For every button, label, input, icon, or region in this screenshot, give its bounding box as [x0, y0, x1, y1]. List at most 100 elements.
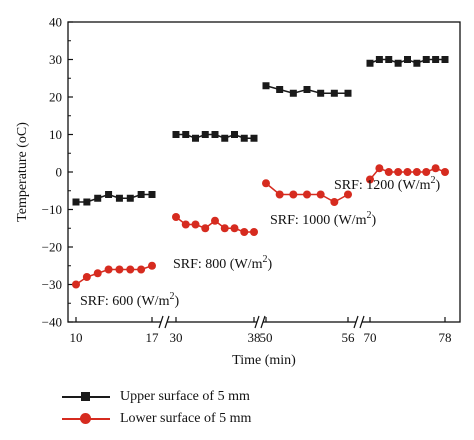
data-point [394, 168, 403, 176]
y-tick-label: 10 [49, 127, 62, 142]
legend-item-lower: Lower surface of 5 mm [62, 408, 251, 430]
data-point [148, 191, 156, 198]
legend: Upper surface of 5 mm Lower surface of 5… [62, 386, 251, 430]
axis-break-mark [353, 315, 359, 329]
data-point [82, 273, 91, 281]
data-point [289, 89, 297, 97]
x-axis: 10 17 30 38 50 56 70 78 [70, 317, 452, 345]
axis-break-gap [161, 316, 167, 328]
y-tick-label: −30 [42, 277, 62, 292]
data-point [230, 224, 239, 233]
data-point [201, 224, 210, 233]
data-point [289, 190, 298, 199]
data-point [182, 131, 190, 138]
srf-annotation: SRF: 1000 (W/m2) [270, 210, 376, 228]
data-point [72, 280, 80, 289]
data-point [275, 190, 284, 199]
x-tick-label: 50 [260, 330, 273, 345]
data-point [72, 198, 80, 206]
y-tick-label: 40 [49, 15, 62, 30]
axis-break-gap [356, 316, 362, 328]
chart: 40 30 20 10 0 −10 −20 −30 −40 10 17 30 38 50 56 70 78 T… [15, 15, 461, 368]
y-tick-label: 20 [49, 90, 62, 105]
data-point [115, 265, 124, 274]
y-tick-label: −20 [42, 240, 62, 255]
data-point [262, 82, 270, 90]
x-tick-label: 10 [70, 330, 83, 345]
x-tick-label: 70 [364, 330, 377, 345]
data-point [250, 228, 258, 236]
data-point [94, 194, 102, 202]
data-point [172, 213, 180, 221]
x-axis-title: Time (min) [232, 353, 296, 368]
axis-break-mark [359, 315, 365, 329]
data-point [431, 164, 440, 173]
data-point [172, 131, 180, 138]
data-point [403, 168, 412, 176]
data-point [404, 56, 411, 63]
axis-break-mark [254, 315, 260, 329]
x-tick-label: 30 [170, 330, 183, 345]
legend-swatch-circle [62, 412, 110, 426]
data-point [366, 59, 374, 67]
data-point [262, 179, 270, 188]
data-point [105, 191, 113, 198]
data-point [375, 56, 383, 63]
srf-annotation: SRF: 1200 (W/m2) [334, 175, 440, 193]
x-tick-label: 78 [439, 330, 452, 345]
data-point [384, 168, 393, 176]
data-point [422, 168, 431, 176]
y-tick-label: −40 [42, 315, 62, 330]
axis-break-mark [260, 315, 266, 329]
data-point [93, 269, 102, 278]
data-point [126, 194, 134, 202]
data-point [330, 198, 339, 206]
data-point [366, 175, 374, 184]
data-point [344, 190, 352, 199]
data-point [191, 220, 200, 229]
data-point [317, 89, 325, 97]
axis-break-gap [257, 316, 263, 328]
data-point [115, 194, 123, 202]
axis-break-mark [158, 315, 164, 329]
y-tick-label: −10 [42, 202, 62, 217]
axis-breaks [158, 315, 365, 329]
data-point [211, 216, 219, 225]
data-point [137, 265, 146, 274]
data-point [276, 86, 284, 93]
data-point [303, 86, 311, 93]
data-point [211, 131, 219, 138]
y-tick-label: 0 [56, 165, 63, 180]
data-point [344, 89, 352, 97]
data-point [316, 190, 325, 199]
data-point [422, 56, 430, 63]
legend-item-upper: Upper surface of 5 mm [62, 386, 251, 408]
data-point [250, 134, 258, 142]
data-point [441, 168, 449, 176]
srf-annotation: SRF: 800 (W/m2) [173, 254, 272, 272]
data-point [375, 164, 384, 173]
series-layer [72, 56, 449, 289]
x-tick-label: 38 [248, 330, 261, 345]
legend-label: Upper surface of 5 mm [120, 389, 250, 404]
series-lower [72, 164, 449, 289]
data-point [432, 56, 440, 63]
data-point [126, 265, 135, 274]
annotations: SRF: 600 (W/m2) SRF: 800 (W/m2) SRF: 1000 … [80, 175, 440, 309]
data-point [394, 59, 402, 67]
data-point [303, 190, 311, 199]
data-point [413, 59, 421, 67]
data-point [201, 131, 209, 138]
data-point [181, 220, 190, 229]
x-tick-label: 17 [146, 330, 160, 345]
data-point [220, 224, 229, 233]
data-point [221, 134, 229, 142]
data-point [412, 168, 421, 176]
y-axis-title: Temperature (oC) [15, 122, 30, 222]
data-point [441, 56, 449, 63]
y-tick-label: 30 [49, 52, 62, 67]
data-point [137, 191, 145, 198]
data-point [385, 56, 393, 63]
data-point [104, 265, 113, 274]
legend-swatch-square [62, 390, 110, 404]
